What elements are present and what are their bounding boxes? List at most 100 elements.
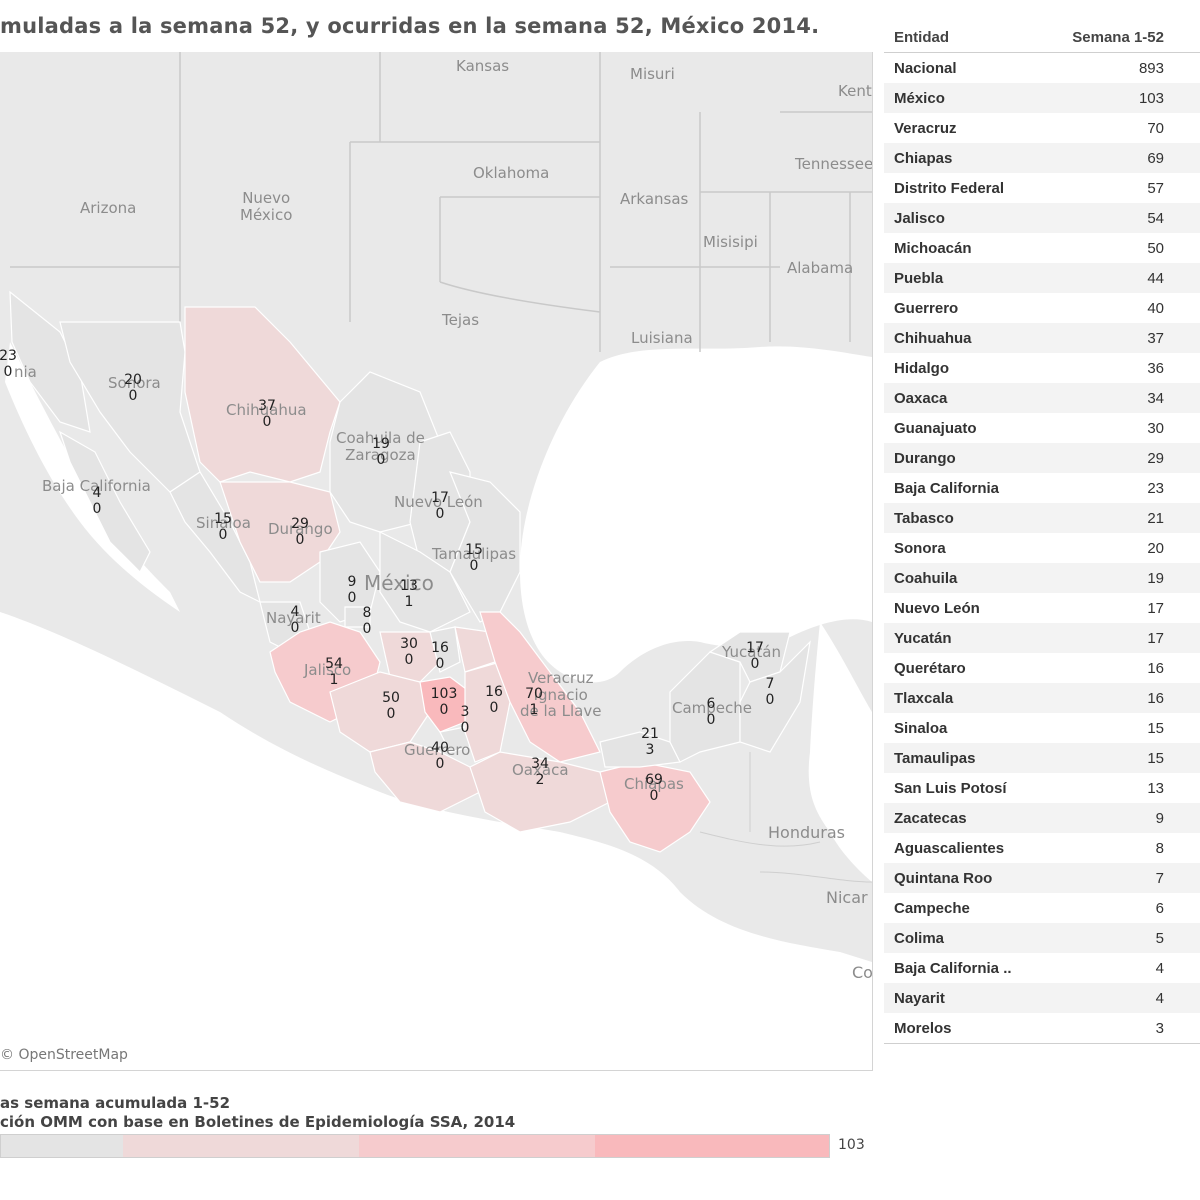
state-value-michoacan[interactable]: 50 0 <box>382 690 400 722</box>
state-value-durango[interactable]: 29 0 <box>291 516 309 548</box>
label-durango: Durango <box>268 520 333 538</box>
table-row[interactable]: Querétaro 16 <box>884 653 1200 683</box>
state-value-chihuahua[interactable]: 37 0 <box>258 398 276 430</box>
legend-bin-3 <box>359 1135 595 1157</box>
state-value-baja-california[interactable]: 23 0 <box>0 348 17 380</box>
state-value-chiapas[interactable]: 69 0 <box>645 772 663 804</box>
row-value: 57 <box>1147 179 1164 197</box>
state-value-nuevo-leon[interactable]: 17 0 <box>431 490 449 522</box>
table-row[interactable]: Michoacán 50 <box>884 233 1200 263</box>
table-row[interactable]: Guerrero 40 <box>884 293 1200 323</box>
state-value-yucatan[interactable]: 17 0 <box>746 640 764 672</box>
state-value-tlaxcala[interactable]: 16 0 <box>485 684 503 716</box>
state-value-guanajuato[interactable]: 30 0 <box>400 636 418 668</box>
state-value-jalisco[interactable]: 54 1 <box>325 656 343 688</box>
row-value: 15 <box>1147 719 1164 737</box>
label-tamaulipas: Tamaulipas <box>432 545 517 563</box>
table-row[interactable]: Oaxaca 34 <box>884 383 1200 413</box>
state-value-sonora[interactable]: 20 0 <box>124 372 142 404</box>
row-entity: Nuevo León <box>894 599 980 617</box>
table-row[interactable]: Durango 29 <box>884 443 1200 473</box>
choropleth-map[interactable]: Kansas Misuri Kent Oklahoma Tennessee Ar… <box>0 52 873 1071</box>
row-entity: Campeche <box>894 899 970 917</box>
legend-max-value: 103 <box>838 1137 865 1153</box>
state-value-mexico[interactable]: 103 0 <box>430 686 458 718</box>
label-jalisco: Jalisco <box>304 661 352 679</box>
state-value-oaxaca[interactable]: 34 2 <box>531 756 549 788</box>
table-row[interactable]: Sonora 20 <box>884 533 1200 563</box>
label-nicaragua: Nicar <box>826 888 868 907</box>
state-value-veracruz[interactable]: 70 1 <box>525 686 543 718</box>
table-row[interactable]: San Luis Potosí 13 <box>884 773 1200 803</box>
row-entity: Michoacán <box>894 239 972 257</box>
column-header-semana[interactable]: Semana 1-52 <box>1072 28 1164 46</box>
row-value: 37 <box>1147 329 1164 347</box>
label-misuri: Misuri <box>630 65 675 83</box>
table-row[interactable]: Campeche 6 <box>884 893 1200 923</box>
label-sonora: Sonora <box>108 374 161 392</box>
row-value: 69 <box>1147 149 1164 167</box>
row-value: 9 <box>1155 809 1164 827</box>
label-mexico: México <box>364 571 434 595</box>
map-attribution[interactable]: © OpenStreetMap <box>0 1047 128 1063</box>
table-row[interactable]: Nuevo León 17 <box>884 593 1200 623</box>
table-row[interactable]: Puebla 44 <box>884 263 1200 293</box>
table-row[interactable]: Morelos 3 <box>884 1013 1200 1043</box>
table-row[interactable]: Zacatecas 9 <box>884 803 1200 833</box>
state-value-sinaloa[interactable]: 15 0 <box>214 511 232 543</box>
row-entity: Chihuahua <box>894 329 972 347</box>
state-value-coahuila[interactable]: 19 0 <box>372 436 390 468</box>
state-value-queretaro[interactable]: 16 0 <box>431 640 449 672</box>
us-borders <box>10 52 872 352</box>
table-row[interactable]: Coahuila 19 <box>884 563 1200 593</box>
table-row[interactable]: Chiapas 69 <box>884 143 1200 173</box>
label-kansas: Kansas <box>456 57 510 75</box>
table-row[interactable]: Jalisco 54 <box>884 203 1200 233</box>
table-row[interactable]: Tabasco 21 <box>884 503 1200 533</box>
table-row[interactable]: Nacional 893 <box>884 53 1200 83</box>
column-header-entidad[interactable]: Entidad <box>894 28 949 46</box>
table-row[interactable]: Guanajuato 30 <box>884 413 1200 443</box>
label-honduras: Honduras <box>768 823 845 842</box>
table-row[interactable]: Tamaulipas 15 <box>884 743 1200 773</box>
table-row[interactable]: Veracruz 70 <box>884 113 1200 143</box>
state-value-guerrero[interactable]: 40 0 <box>431 740 449 772</box>
table-row[interactable]: Tlaxcala 16 <box>884 683 1200 713</box>
state-value-tabasco[interactable]: 21 3 <box>641 726 659 758</box>
table-row[interactable]: Baja California .. 4 <box>884 953 1200 983</box>
state-value-tamaulipas[interactable]: 15 0 <box>465 542 483 574</box>
guanajuato <box>379 631 441 683</box>
row-entity: Zacatecas <box>894 809 967 827</box>
state-value-san-luis-potosi[interactable]: 13 1 <box>400 578 418 610</box>
row-value: 20 <box>1147 539 1164 557</box>
table-row[interactable]: Distrito Federal 57 <box>884 173 1200 203</box>
table-row[interactable]: Hidalgo 36 <box>884 353 1200 383</box>
table-row[interactable]: Colima 5 <box>884 923 1200 953</box>
table-row[interactable]: Yucatán 17 <box>884 623 1200 653</box>
queretaro <box>429 626 461 673</box>
row-value: 5 <box>1155 929 1164 947</box>
table-row[interactable]: Baja California 23 <box>884 473 1200 503</box>
label-oklahoma: Oklahoma <box>473 164 550 182</box>
row-value: 54 <box>1147 209 1164 227</box>
table-row[interactable]: Chihuahua 37 <box>884 323 1200 353</box>
michoacan <box>329 671 431 753</box>
label-chiapas: Chiapas <box>624 775 684 793</box>
table-row[interactable]: México 103 <box>884 83 1200 113</box>
table-row[interactable]: Quintana Roo 7 <box>884 863 1200 893</box>
label-oaxaca: Oaxaca <box>512 761 569 779</box>
row-entity: Puebla <box>894 269 944 287</box>
table-row[interactable]: Sinaloa 15 <box>884 713 1200 743</box>
label-veracruz: Veracruz Ignacio de la Llave <box>520 669 602 720</box>
table-row[interactable]: Aguascalientes 8 <box>884 833 1200 863</box>
table-row[interactable]: Nayarit 4 <box>884 983 1200 1013</box>
map-title: muladas a la semana 52, y ocurridas en l… <box>0 14 820 38</box>
label-tejas: Tejas <box>442 311 480 329</box>
